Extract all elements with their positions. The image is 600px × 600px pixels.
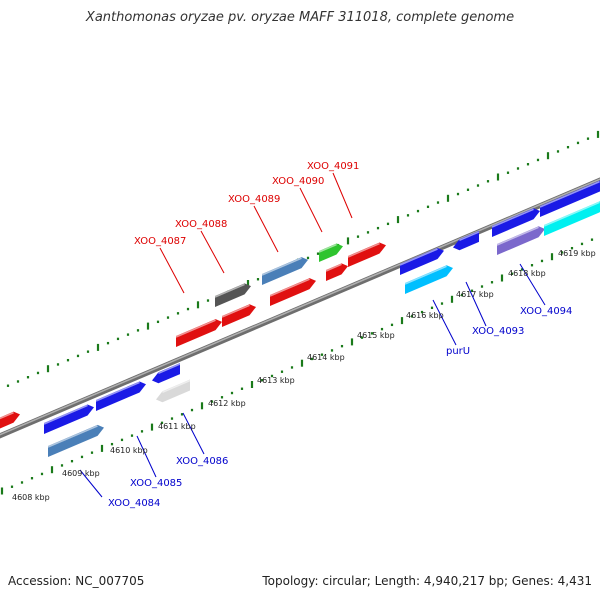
kbp-label: 4619 kbp [558,249,596,258]
#008a8a [544,201,600,236]
#166616 [319,243,343,262]
kbp-label: 4615 kbp [357,331,395,340]
#00007a-highlight [43,404,88,425]
#800000 [348,242,386,267]
#00007a [400,247,444,275]
#222222 [215,283,251,307]
#800000 [270,278,316,306]
#1f3f66 [48,424,104,457]
#00007a [540,180,600,217]
#166616-highlight [318,243,337,253]
gene-label-xoo-4089[interactable]: XOO_4089 [228,194,280,205]
kbp-label: 4612 kbp [208,399,246,408]
leader-line [79,469,103,498]
leader-line [159,247,185,294]
leader-line [253,205,279,253]
#1f3f66-highlight [261,257,302,276]
#222222-highlight [214,283,245,298]
#800000-highlight [347,242,380,258]
#1f3f66 [262,257,308,285]
#3c2f80 [497,226,545,255]
leader-line [200,230,225,274]
gene-label-xoo-4088[interactable]: XOO_4088 [175,219,227,230]
#00007a [96,381,146,411]
#800000-highlight [175,319,216,338]
#800000-highlight [269,278,310,297]
#006b8f-highlight [404,265,447,285]
kbp-label: 4610 kbp [110,446,148,455]
kbp-label: 4617 kbp [456,290,494,299]
kbp-label: 4618 kbp [508,269,546,278]
kbp-label: 4614 kbp [307,353,345,362]
#00007a-highlight [399,248,438,266]
gene-features [0,180,600,457]
kbp-label: 4616 kbp [406,311,444,320]
#800000 [326,263,348,281]
leader-line [182,412,205,455]
#8a8a8a-highlight [162,379,191,393]
gene-label-xoo-4085[interactable]: XOO_4085 [130,478,182,489]
#00007a-highlight [491,208,534,228]
kbp-label: 4609 kbp [62,469,100,478]
gene-label-xoo-4084[interactable]: XOO_4084 [108,498,160,509]
#00007a-highlight [158,363,181,374]
gene-label-xoo-4087[interactable]: XOO_4087 [134,236,186,247]
topology-text: Topology: circular; Length: 4,940,217 bp… [262,574,592,588]
gene-label-xoo-4094[interactable]: XOO_4094 [520,306,572,317]
gene-label-puru[interactable]: purU [446,346,470,357]
gene-label-xoo-4090[interactable]: XOO_4090 [272,176,324,187]
leader-line [519,263,546,306]
gene-label-xoo-4091[interactable]: XOO_4091 [307,161,359,172]
#800000 [176,319,222,347]
leader-line [465,281,487,327]
#00007a [453,230,479,251]
kbp-label: 4611 kbp [158,422,196,431]
leader-line [299,187,323,233]
kbp-label: 4613 kbp [257,376,295,385]
gene-label-xoo-4086[interactable]: XOO_4086 [176,456,228,467]
#00007a [152,363,180,384]
#3c2f80-highlight [496,226,539,246]
#800000 [222,304,256,327]
#006b8f [405,265,453,294]
lower-tick-track [0,238,594,495]
leader-line [432,299,457,346]
#800000-highlight [221,304,250,318]
#1f3f66-highlight [47,425,98,448]
#8a8a8a [156,379,190,403]
#800000-highlight [0,411,14,420]
genome-backbone-highlight [0,178,600,436]
accession-text: Accession: NC_007705 [8,574,145,588]
#00007a-highlight [459,231,480,241]
kbp-label: 4608 kbp [12,493,50,502]
genome-title: Xanthomonas oryzae pv. oryzae MAFF 31101… [85,10,515,25]
leader-line [332,172,353,219]
#00007a-highlight [539,180,600,208]
leader-line [136,435,157,478]
#00007a-highlight [95,381,140,402]
gene-label-xoo-4093[interactable]: XOO_4093 [472,326,524,337]
#008a8a-highlight [543,201,600,227]
#00007a [44,404,94,434]
#800000-highlight [325,263,342,272]
#00007a [492,208,540,237]
label-leaders [79,172,546,498]
